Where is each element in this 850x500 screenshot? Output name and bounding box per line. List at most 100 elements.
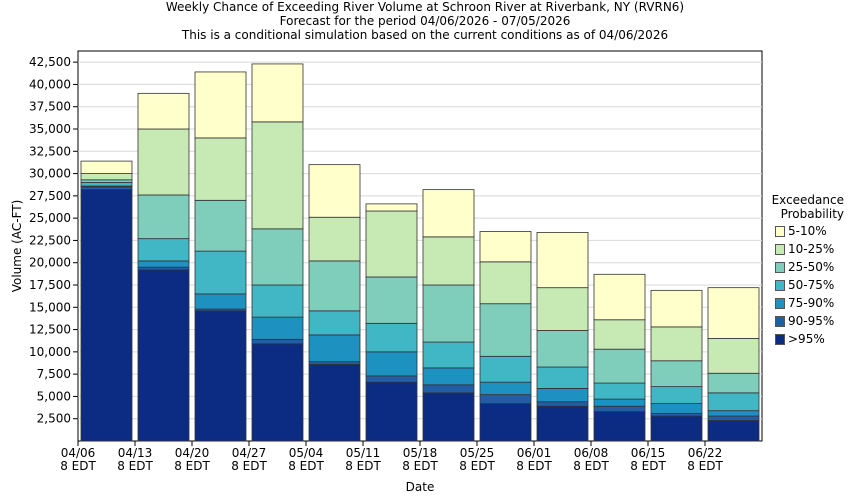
x-tick-label-time: 8 EDT [630, 459, 666, 473]
y-tick-label: 5,000 [37, 389, 71, 403]
y-tick-label: 40,000 [29, 77, 71, 91]
bar-segment [707, 287, 760, 339]
bar-segment [422, 284, 475, 343]
bar-segment [365, 276, 418, 324]
legend-item: >95% [768, 331, 850, 347]
bar-segment [650, 289, 703, 328]
y-tick-label: 10,000 [29, 345, 71, 359]
bar-segment [422, 341, 475, 369]
bar-segment [251, 63, 304, 123]
x-tick-label-date: 06/22 [688, 446, 723, 460]
x-tick-label-time: 8 EDT [288, 459, 324, 473]
bar-segment [137, 269, 190, 442]
bar-segment [479, 394, 532, 404]
legend-label: 50-75% [788, 278, 835, 292]
x-tick-label-time: 8 EDT [459, 459, 495, 473]
legend-swatch [775, 244, 785, 255]
bar-segment [194, 71, 247, 139]
bar-segment [80, 173, 133, 181]
bar-segment [308, 361, 361, 365]
bar-segment [365, 375, 418, 383]
bar-segment [251, 284, 304, 318]
bar-segment [479, 403, 532, 442]
x-tick-label-time: 8 EDT [402, 459, 438, 473]
legend-item: 50-75% [768, 277, 850, 293]
legend-swatch [775, 298, 785, 309]
bar-segment [308, 363, 361, 442]
y-axis: 2,500 5,000 7,500 10,000 12,500 15,000 17,500 2… [29, 55, 78, 426]
legend-label: 5-10% [788, 224, 827, 238]
y-tick-label: 12,500 [29, 323, 71, 337]
x-tick-label-date: 06/15 [631, 446, 666, 460]
bar-segment [80, 179, 133, 183]
chart-title: Weekly Chance of Exceeding River Volume … [165, 0, 685, 14]
chart-subtitle-conditions: This is a conditional simulation based o… [181, 28, 669, 42]
legend-items: 5-10% 10-25% 25-50% 50-75% 75-90% 90-95% >95% [768, 223, 850, 347]
bar-segment [593, 319, 646, 350]
bar-segment [137, 92, 190, 130]
legend-label: >95% [788, 332, 825, 346]
x-tick-label-date: 05/25 [460, 446, 495, 460]
x-tick-label-date: 04/06 [61, 446, 96, 460]
bar-segment [308, 310, 361, 336]
bar-segment [650, 415, 703, 442]
bar-segment [707, 372, 760, 394]
bar-segment [251, 228, 304, 286]
y-tick-label: 42,500 [29, 55, 71, 69]
bar-segment [650, 326, 703, 362]
bar-segment [593, 411, 646, 442]
y-tick-label: 22,500 [29, 233, 71, 247]
bar-segment [536, 366, 589, 389]
x-tick-label-date: 06/01 [517, 446, 552, 460]
legend-swatch [775, 334, 785, 345]
legend-item: 10-25% [768, 241, 850, 257]
bar-segment [422, 236, 475, 286]
bars-group [80, 63, 760, 442]
legend-item: 5-10% [768, 223, 850, 239]
y-tick-label: 27,500 [29, 189, 71, 203]
x-tick-label-date: 04/13 [118, 446, 153, 460]
bar-segment [137, 128, 190, 196]
bar-segment [422, 189, 475, 238]
y-tick-label: 7,500 [37, 367, 71, 381]
x-tick-label-date: 05/04 [289, 446, 324, 460]
y-tick-label: 20,000 [29, 256, 71, 270]
x-tick-label-date: 04/27 [232, 446, 267, 460]
legend-swatch [775, 280, 785, 291]
bar-segment [707, 415, 760, 421]
bar-segment [251, 338, 304, 345]
bar-segment [650, 360, 703, 388]
bar-segment [536, 388, 589, 403]
bar-segment [422, 392, 475, 442]
y-tick-label: 30,000 [29, 167, 71, 181]
bar-segment [536, 330, 589, 368]
bar-segment [194, 310, 247, 442]
chart-subtitle-period: Forecast for the period 04/06/2026 - 07/… [279, 14, 571, 28]
bar-segment [593, 382, 646, 400]
bar-segment [479, 231, 532, 263]
bar-segment [365, 351, 418, 377]
legend-label: 90-95% [788, 314, 835, 328]
x-tick-label-time: 8 EDT [60, 459, 96, 473]
legend-item: 75-90% [768, 295, 850, 311]
y-tick-label: 35,000 [29, 122, 71, 136]
bar-segment [422, 384, 475, 394]
bar-segment [593, 348, 646, 384]
bar-segment [308, 164, 361, 218]
legend-label: 25-50% [788, 260, 835, 274]
bar-segment [650, 403, 703, 414]
bar-segment [650, 386, 703, 404]
bar-segment [650, 412, 703, 417]
bar-segment [707, 410, 760, 417]
x-tick-label-date: 06/08 [574, 446, 609, 460]
bar-segment [137, 260, 190, 268]
x-tick-label-time: 8 EDT [687, 459, 723, 473]
bar-segment [251, 121, 304, 230]
bar-segment [422, 367, 475, 386]
x-tick-label-time: 8 EDT [231, 459, 267, 473]
x-tick-label-time: 8 EDT [573, 459, 609, 473]
bar-segment [536, 401, 589, 407]
y-tick-label: 37,500 [29, 100, 71, 114]
